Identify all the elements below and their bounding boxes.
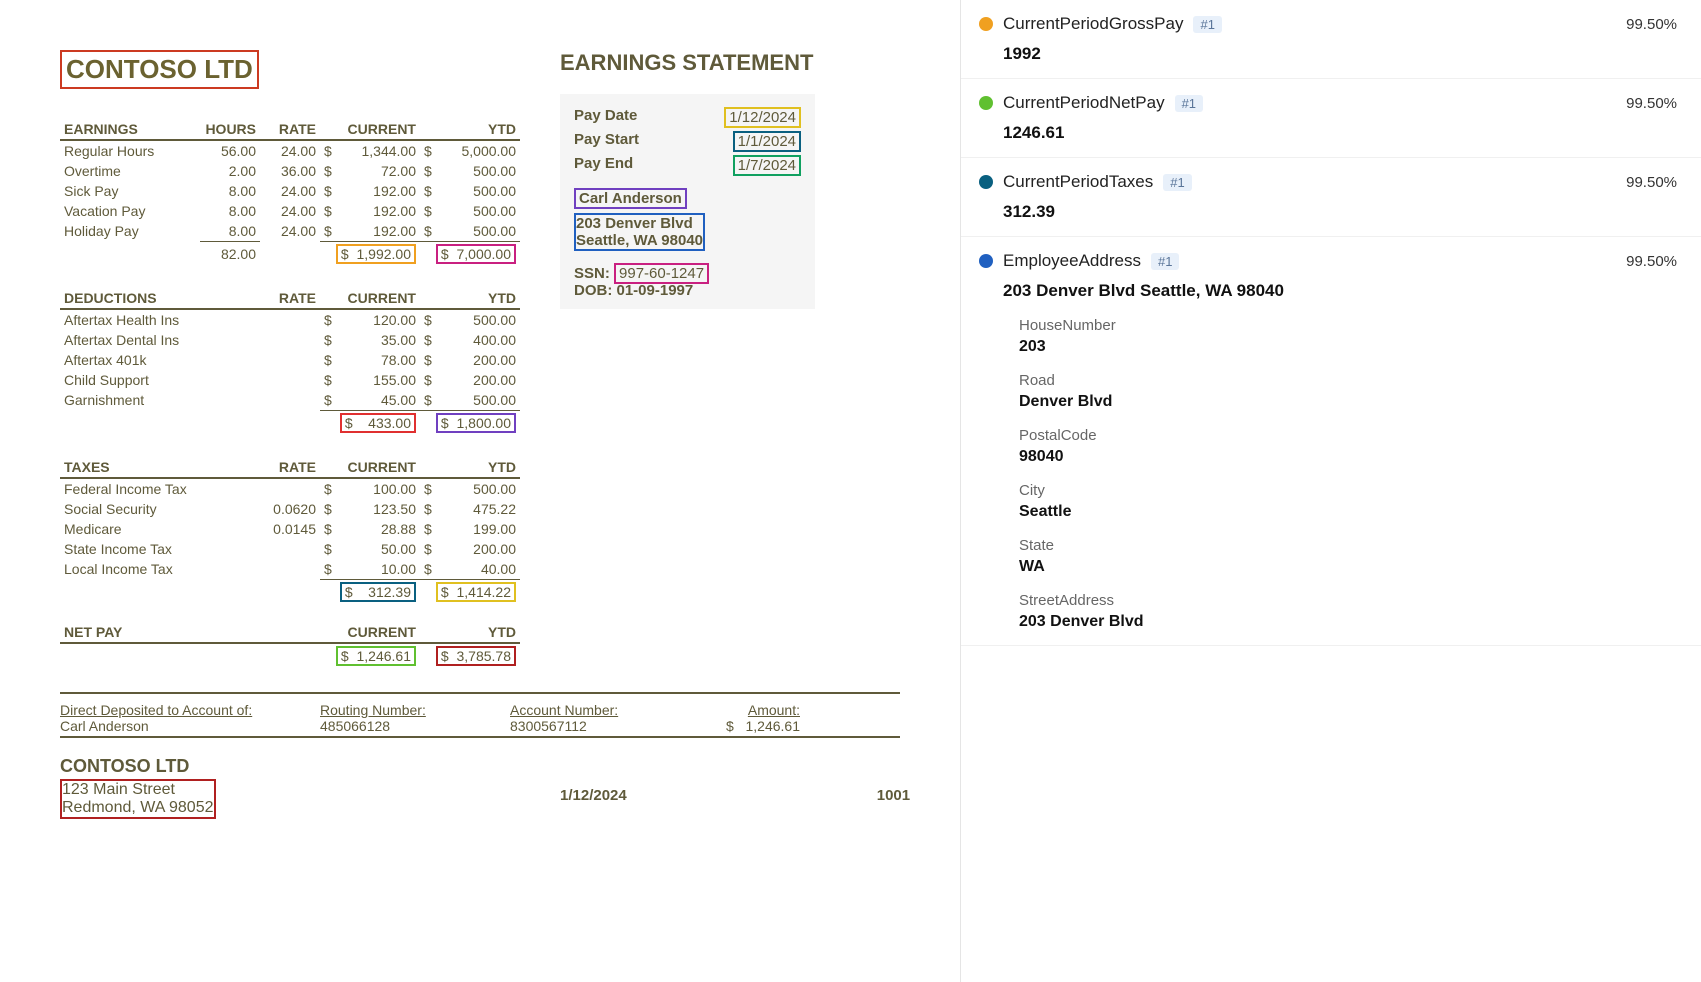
- field-value: 1246.61: [1003, 123, 1677, 143]
- field-confidence: 99.50%: [1626, 174, 1677, 191]
- field-value: 1992: [1003, 44, 1677, 64]
- row-label: Sick Pay: [60, 181, 200, 201]
- result-subfield: HouseNumber 203: [1019, 317, 1677, 356]
- field-name: CurrentPeriodNetPay: [1003, 93, 1165, 113]
- employee-address-box: 203 Denver Blvd Seattle, WA 98040: [574, 213, 705, 251]
- pay-info-box: Pay Date1/12/2024 Pay Start1/1/2024 Pay …: [560, 94, 815, 309]
- field-dot-icon: [979, 17, 993, 31]
- row-label: Vacation Pay: [60, 201, 200, 221]
- field-name: CurrentPeriodGrossPay: [1003, 14, 1183, 34]
- field-value: 312.39: [1003, 202, 1677, 222]
- row-label: Overtime: [60, 161, 200, 181]
- field-confidence: 99.50%: [1626, 253, 1677, 270]
- taxes-table: TAXES RATE CURRENT YTD Federal Income Ta…: [60, 457, 520, 604]
- row-label: Holiday Pay: [60, 221, 200, 242]
- result-subfield: State WA: [1019, 537, 1677, 576]
- employee-name-box: Carl Anderson: [574, 188, 687, 209]
- field-name: CurrentPeriodTaxes: [1003, 172, 1153, 192]
- field-dot-icon: [979, 96, 993, 110]
- results-panel[interactable]: CurrentPeriodGrossPay #1 99.50% 1992 Cur…: [960, 0, 1701, 982]
- earnings-table: EARNINGS HOURS RATE CURRENT YTD Regular …: [60, 119, 520, 266]
- field-badge: #1: [1175, 95, 1203, 112]
- company-name: CONTOSO LTD: [60, 50, 259, 89]
- field-badge: #1: [1163, 174, 1191, 191]
- deductions-table: DEDUCTIONS RATE CURRENT YTD Aftertax Hea…: [60, 288, 520, 435]
- field-name: EmployeeAddress: [1003, 251, 1141, 271]
- result-field[interactable]: CurrentPeriodTaxes #1 99.50% 312.39: [961, 158, 1701, 237]
- field-badge: #1: [1151, 253, 1179, 270]
- result-field[interactable]: CurrentPeriodNetPay #1 99.50% 1246.61: [961, 79, 1701, 158]
- document-preview: CONTOSO LTD EARNINGS HOURS RATE CURRENT …: [0, 0, 960, 982]
- field-dot-icon: [979, 254, 993, 268]
- result-field[interactable]: CurrentPeriodGrossPay #1 99.50% 1992: [961, 0, 1701, 79]
- company-footer: CONTOSO LTD 123 Main Street Redmond, WA …: [60, 756, 900, 840]
- result-field[interactable]: EmployeeAddress #1 99.50% 203 Denver Blv…: [961, 237, 1701, 646]
- field-value: 203 Denver Blvd Seattle, WA 98040: [1003, 281, 1677, 301]
- result-subfield: Road Denver Blvd: [1019, 372, 1677, 411]
- field-confidence: 99.50%: [1626, 16, 1677, 33]
- result-subfield: PostalCode 98040: [1019, 427, 1677, 466]
- field-badge: #1: [1193, 16, 1221, 33]
- result-subfield: StreetAddress 203 Denver Blvd: [1019, 592, 1677, 631]
- deposit-footer: Direct Deposited to Account of: Carl And…: [60, 692, 900, 738]
- netpay-table: NET PAY CURRENT YTD $ 1,246.61 $ 3,785.7…: [60, 622, 520, 668]
- field-dot-icon: [979, 175, 993, 189]
- field-confidence: 99.50%: [1626, 95, 1677, 112]
- statement-title: EARNINGS STATEMENT: [560, 50, 840, 76]
- row-label: Regular Hours: [60, 140, 200, 161]
- result-subfield: City Seattle: [1019, 482, 1677, 521]
